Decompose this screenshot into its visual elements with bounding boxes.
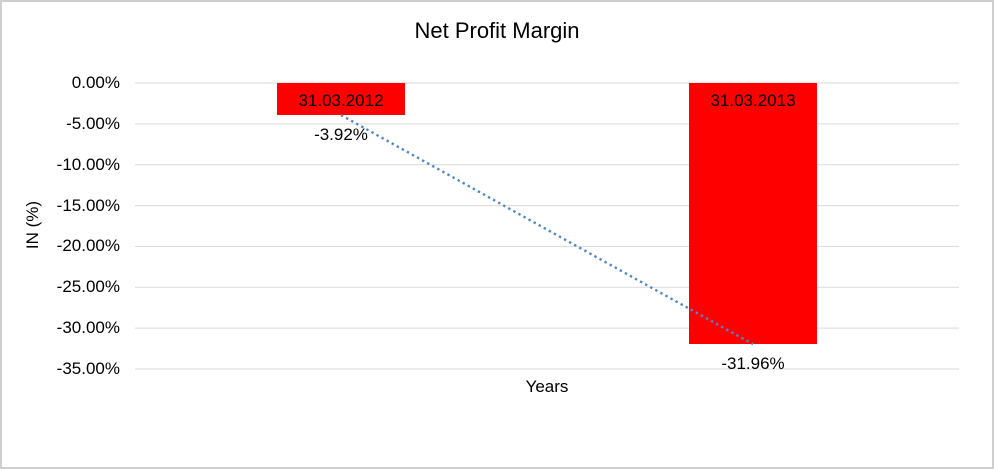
- bar-category-label: 31.03.2013: [710, 91, 796, 110]
- y-tick-label: -35.00%: [56, 359, 120, 378]
- bar: 31.03.2012: [277, 83, 405, 116]
- y-tick-label: -5.00%: [66, 113, 120, 133]
- y-tick-label: -25.00%: [56, 277, 120, 297]
- y-tick-label: -15.00%: [56, 195, 120, 215]
- bar: 31.03.2013: [689, 83, 817, 345]
- bar-value-label: -3.92%: [314, 125, 368, 145]
- bar-value-label: -31.96%: [721, 354, 785, 374]
- trendline: [340, 113, 754, 346]
- bar-category-label: 31.03.2012: [298, 91, 384, 110]
- y-tick-label: -20.00%: [56, 236, 120, 256]
- x-axis-title: Years: [525, 377, 569, 396]
- y-tick-label: 0.00%: [71, 73, 120, 92]
- y-axis-title: IN (%): [23, 200, 42, 250]
- y-tick-label: -30.00%: [56, 318, 120, 338]
- y-tick-label: -10.00%: [56, 154, 120, 174]
- chart-title: Net Profit Margin: [414, 18, 580, 43]
